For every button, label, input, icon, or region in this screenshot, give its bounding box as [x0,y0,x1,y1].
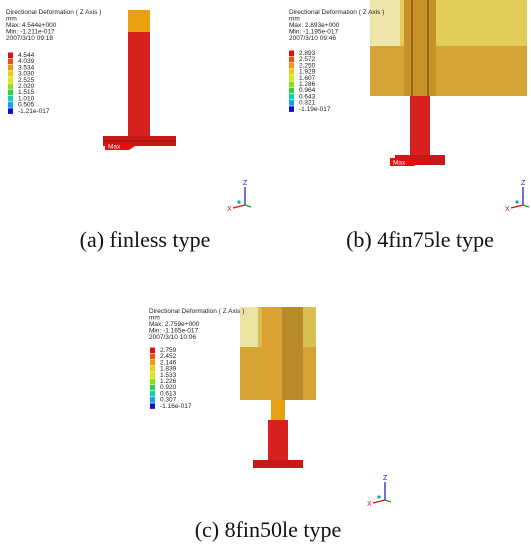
legend-swatch [150,385,155,391]
legend-swatch [150,391,155,397]
legend-swatch [8,84,13,90]
triad-x [511,205,523,208]
legend-swatch [289,106,294,112]
legend-swatch [289,94,294,100]
legend-swatch [150,360,155,366]
max-label: Max [108,144,121,151]
legend-swatch [8,71,13,77]
legend-swatch [289,100,294,106]
triad-y [523,205,529,207]
legend-swatch [8,65,13,71]
triad-z-label: Z [521,180,526,187]
header-text: 2007/3/10 09:18 [6,35,53,42]
header-text: 2007/3/10 10:06 [149,334,196,341]
caption: (c) 8fin50le type [195,517,342,542]
header-text: Directional Deformation ( Z Axis ) [149,308,244,315]
legend-swatch [8,108,13,114]
triad-z-label: Z [243,180,248,187]
header-text: Directional Deformation ( Z Axis ) [289,9,384,16]
triad-x-label: X [227,206,232,213]
legend-swatch [150,372,155,378]
triad-x-label: X [367,501,372,508]
triad-x [373,500,385,503]
triad-origin [377,495,380,498]
legend-swatch [289,82,294,88]
caption: (a) finless type [80,227,211,252]
legend-swatch [8,77,13,83]
model-b [370,0,527,165]
triad-y [245,205,251,207]
header-text: 2007/3/10 09:46 [289,35,336,42]
legend-swatch [8,53,13,59]
caption: (b) 4fin75le type [346,227,494,252]
legend-swatch [150,354,155,360]
header-text: Directional Deformation ( Z Axis ) [6,9,101,16]
legend-swatch [289,75,294,81]
max-label: Max [393,160,406,167]
model-c [240,307,316,468]
legend-swatch [289,88,294,94]
legend-swatch [289,57,294,63]
triad-z-label: Z [383,475,388,482]
legend-swatch [150,366,155,372]
legend-swatch [150,397,155,403]
triad-origin [237,200,240,203]
legend-swatch [289,69,294,75]
legend-swatch [8,102,13,108]
legend-swatch [289,63,294,69]
legend-swatch [150,348,155,354]
triad-x-label: X [505,206,510,213]
legend-swatch [8,90,13,96]
model-a [103,10,176,146]
legend-swatch [8,59,13,65]
triad-y [385,500,391,502]
triad-x [233,205,245,208]
legend-value: -1.19e-017 [299,106,331,113]
legend-swatch [150,403,155,409]
legend-value: -1.21e-017 [18,108,50,115]
legend-value: -1.16e-017 [160,403,192,410]
triad-origin [515,200,518,203]
legend-swatch [150,379,155,385]
figure: Directional Deformation ( Z Axis )mmMax:… [0,0,531,552]
legend-swatch [8,96,13,102]
legend-swatch [289,51,294,57]
